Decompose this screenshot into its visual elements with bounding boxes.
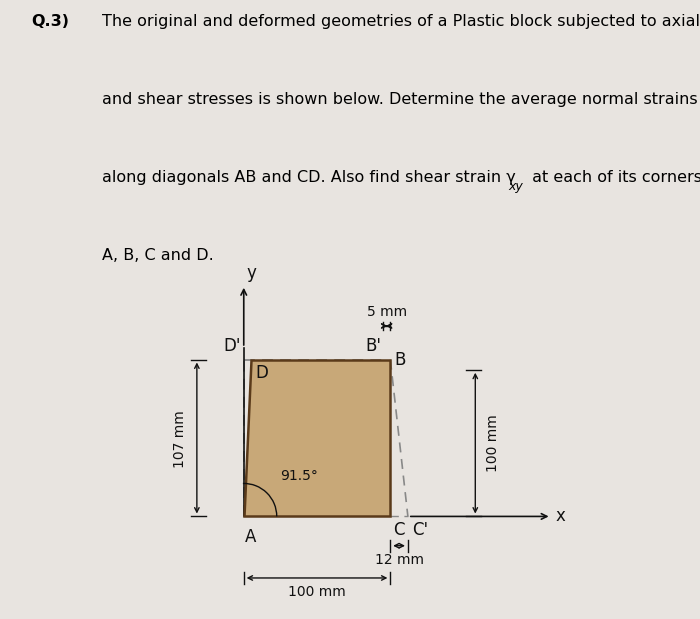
Text: 107 mm: 107 mm [173,410,187,467]
Text: A: A [245,528,257,546]
Text: y: y [246,264,257,282]
Text: at each of its corners: at each of its corners [527,170,700,185]
Text: xy: xy [508,180,523,193]
Text: 12 mm: 12 mm [374,553,423,567]
Polygon shape [244,360,391,516]
Text: 100 mm: 100 mm [486,414,500,472]
Text: B': B' [365,337,382,355]
Text: D': D' [223,337,241,355]
Text: 5 mm: 5 mm [367,305,407,319]
Text: A, B, C and D.: A, B, C and D. [102,248,214,263]
Text: along diagonals AB and CD. Also find shear strain γ: along diagonals AB and CD. Also find she… [102,170,515,185]
Text: 100 mm: 100 mm [288,586,346,599]
Text: D: D [256,364,268,382]
Text: x: x [556,508,566,526]
Text: 91.5°: 91.5° [281,469,318,483]
Text: Q.3): Q.3) [32,14,69,29]
Text: The original and deformed geometries of a Plastic block subjected to axial: The original and deformed geometries of … [102,14,699,29]
Text: C: C [393,521,405,539]
Text: and shear stresses is shown below. Determine the average normal strains: and shear stresses is shown below. Deter… [102,92,697,107]
Text: B: B [395,350,406,369]
Text: C': C' [412,521,428,539]
